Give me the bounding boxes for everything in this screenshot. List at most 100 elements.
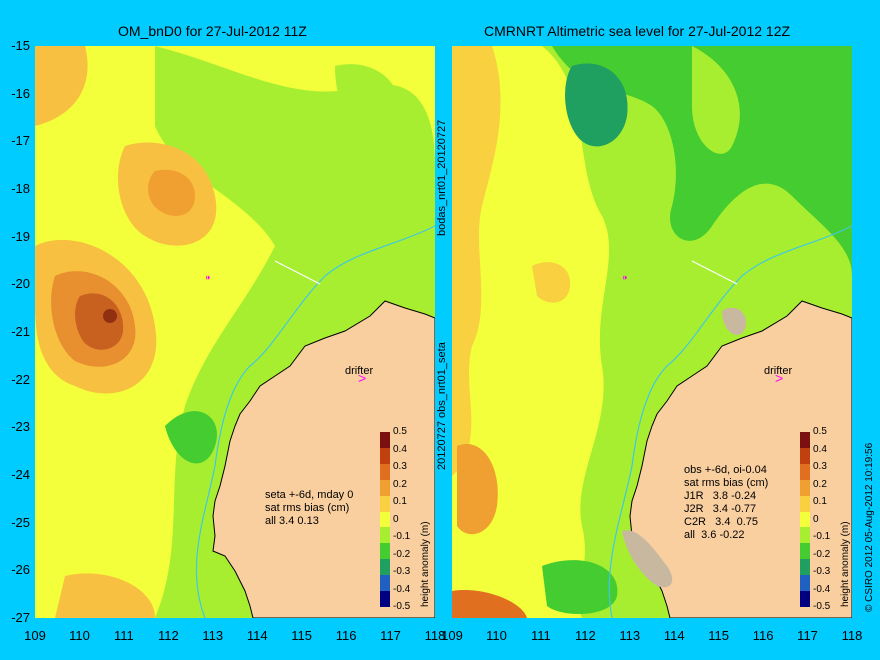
y-tick-label: -23 (11, 419, 30, 435)
left-colorbar-label: height anomaly (m) (420, 521, 431, 607)
y-tick-label: -24 (11, 467, 30, 482)
left-x-tick-label: 118 (424, 628, 446, 643)
y-tick-label: -27 (11, 610, 30, 625)
left-colorbar-swatch (380, 511, 390, 528)
right-orange-blob (457, 444, 498, 535)
right-darkgreen-core (565, 63, 628, 147)
y-tick-label: -25 (11, 514, 30, 530)
right-x-tick-label: 116 (752, 628, 774, 643)
left-isobath-line (195, 225, 435, 618)
right-orange-band (452, 46, 501, 476)
right-colorbar-tick: 0 (813, 513, 819, 525)
right-note-line: C2R 3.4 0.75 (684, 516, 758, 528)
right-x-tick-label: 109 (441, 628, 463, 643)
left-x-tick-label: 116 (335, 628, 357, 643)
right-note-line: all 3.6 -0.22 (684, 529, 745, 541)
left-note-line: seta +-6d, mday 0 (265, 489, 354, 501)
left-colorbar-tick: 0 (393, 513, 399, 525)
left-transect-line (274, 260, 321, 285)
right-map-title: CMRNRT Altimetric sea level for 27-Jul-2… (484, 23, 791, 39)
left-map-title: OM_bnD0 for 27-Jul-2012 11Z (118, 23, 307, 39)
middle-label-bottom: 20120727 obs_nrt01_seta (436, 342, 448, 470)
right-map-svg: ⁍ > (452, 46, 852, 618)
y-tick-label: -15 (11, 38, 30, 53)
left-colorbar-tick: 0.2 (393, 478, 407, 490)
left-map-panel: ⁍ > drifter seta +-6d, mday 0 sat rms bia… (35, 46, 435, 618)
right-transect-line (691, 260, 738, 285)
y-tick-label: -22 (11, 371, 30, 387)
left-colorbar-tick: 0.4 (393, 443, 407, 455)
left-x-tick-label: 113 (202, 628, 224, 643)
right-colorbar-tick: -0.1 (813, 531, 831, 542)
right-colorbar-swatch (800, 479, 810, 497)
right-darkgreen-region (552, 46, 852, 276)
right-colorbar-label: height anomaly (m) (840, 521, 851, 607)
right-stats-note: obs +-6d, oi-0.04 sat rms bias (cm) J1R 3.… (684, 464, 768, 542)
left-x-tick-label: 109 (24, 628, 46, 643)
left-red-core (75, 293, 124, 350)
left-colorbar-swatch (380, 591, 390, 608)
right-green-top (692, 46, 740, 154)
left-colorbar-tick: -0.1 (393, 531, 411, 542)
right-map-panel: ⁍ > drifter obs +-6d, oi-0.04 sat rms bia… (452, 46, 852, 618)
right-x-tick-label: 118 (841, 628, 863, 643)
left-colorbar-swatch (380, 527, 390, 544)
y-tick-label: -21 (11, 324, 30, 339)
right-isobath-line (608, 225, 852, 618)
right-note-line: J1R 3.8 -0.24 (684, 490, 757, 502)
right-colorbar-swatch (800, 575, 810, 592)
middle-label-top: bodas_nrt01_20120727 (436, 119, 448, 236)
left-green-blob (335, 64, 401, 147)
left-colorbar-tick: -0.5 (393, 601, 411, 612)
right-colorbar-swatch (800, 495, 810, 513)
right-colorbar: 0.5 0.4 0.3 0.2 0.1 0 -0.1 -0.2 -0.3 -0.4 -0.5 heig… (800, 426, 851, 612)
y-tick-label: -18 (11, 181, 30, 196)
left-x-tick-label: 110 (69, 628, 90, 643)
right-shelf-patch-south (622, 530, 673, 588)
left-orange-topleft (35, 46, 88, 126)
copyright-label: © CSIRO 2012 05-Aug-2012 10:19:56 (864, 442, 875, 612)
right-note-line: sat rms bias (cm) (684, 477, 769, 489)
right-note-line: J2R 3.4 -0.77 (684, 503, 757, 515)
left-colorbar-swatch (380, 495, 390, 513)
right-drifter-track: ⁍ (622, 271, 628, 285)
right-note-line: obs +-6d, oi-0.04 (684, 464, 767, 476)
left-note-line: sat rms bias (cm) (265, 502, 350, 514)
right-colorbar-tick: 0.4 (813, 443, 827, 455)
left-colorbar: 0.5 0.4 0.3 0.2 0.1 0 -0.1 -0.2 -0.3 -0.4 -0.5 heig… (380, 426, 431, 612)
left-stats-note: seta +-6d, mday 0 sat rms bias (cm) all 3.… (265, 489, 353, 528)
right-colorbar-swatch (800, 447, 810, 465)
left-x-tick-label: 114 (246, 628, 268, 643)
right-orange-mid (532, 262, 571, 303)
right-shelf-patch (722, 307, 747, 335)
left-darkgreen-blob (165, 411, 217, 464)
left-drifter-arrow: > (358, 370, 366, 386)
right-colorbar-swatch (800, 463, 810, 481)
right-colorbar-swatch (800, 527, 810, 544)
left-colorbar-tick: -0.3 (393, 566, 411, 577)
right-colorbar-swatch (800, 511, 810, 528)
right-green-bottom (542, 560, 618, 615)
left-colorbar-tick: -0.4 (393, 583, 411, 595)
right-x-tick-label: 115 (708, 628, 730, 643)
left-colorbar-swatch (380, 463, 390, 481)
right-red-bottom (452, 590, 527, 618)
left-orange-bottom (55, 573, 155, 618)
right-x-tick-label: 117 (797, 628, 818, 643)
left-colorbar-tick: 0.3 (393, 461, 407, 472)
y-tick-label: -26 (11, 562, 30, 578)
left-orange-core (148, 169, 195, 216)
y-tick-label: -16 (11, 85, 30, 101)
left-x-tick-label: 111 (113, 628, 134, 643)
left-colorbar-swatch (380, 432, 390, 449)
left-note-line: all 3.4 0.13 (265, 515, 319, 527)
right-colorbar-tick: -0.4 (813, 583, 831, 595)
left-colorbar-tick: -0.2 (393, 548, 411, 560)
right-colorbar-swatch (800, 591, 810, 608)
right-colorbar-tick: -0.2 (813, 548, 831, 560)
right-colorbar-tick: 0.3 (813, 461, 827, 472)
right-colorbar-tick: 0.2 (813, 478, 827, 490)
left-colorbar-tick: 0.1 (393, 496, 407, 507)
right-colorbar-tick: -0.3 (813, 566, 831, 577)
left-x-tick-label: 112 (157, 628, 179, 643)
